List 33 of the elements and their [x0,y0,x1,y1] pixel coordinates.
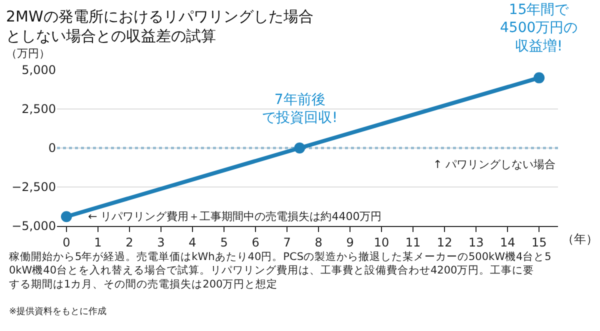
chart-title: 2MWの発電所におけるリパワリングした場合としない場合との収益差の試算 [6,8,314,46]
x-tick-label: 11 [405,235,421,250]
annotation: ← リパワリング費用＋工事期間中の売電損失は約4400万円 [88,210,382,223]
x-tick-label: 2 [126,235,134,250]
x-tick-label: 4 [188,235,196,250]
y-axis-title: （万円） [6,47,50,60]
x-tick-label: 3 [157,235,165,250]
y-tick-label: 2,500 [22,102,56,116]
x-tick-label: 9 [346,235,354,250]
x-tick-label: 10 [374,235,390,250]
annotation: 7年前後で投資回収! [262,92,338,126]
x-tick-label: 0 [62,235,70,250]
x-tick-label: 5 [220,235,228,250]
y-tick-label: −2,500 [12,180,56,194]
x-tick-label: 15 [531,235,547,250]
y-tick-label: 5,000 [22,63,56,78]
point [60,211,72,222]
annotation: 15年間で4500万円の収益増! [500,2,578,54]
x-tick-label: 14 [500,235,516,250]
x-tick-label: 6 [252,235,260,250]
x-tick-label: 1 [94,235,102,250]
text: 稼働開始から5年が経過。売電単価はkWhあたり40円。PCSの製造から撤退した某メーカーの500kW機4台と50kW機40台とを入れ替える場合で試算。リパワリング費用は、工事費と設備費合わせ4200万円。工事に要する期間は1カ月、その間の売電損失は200万円と想定 [9,250,552,290]
x-tick-label: 13 [468,235,484,250]
point [534,72,545,84]
x-tick-label: 12 [436,235,452,250]
x-tick-label: 7 [283,235,291,250]
y-tick-label: −5,000 [12,219,56,234]
x-tick-label: 8 [314,235,322,250]
y-tick-label: 0 [48,141,56,156]
point [294,142,306,154]
text: ※提供資料をもとに作成 [9,306,107,317]
ref-line-label: ↑ パワリングしない場合 [433,158,556,171]
x-axis-title: （年） [562,232,598,246]
